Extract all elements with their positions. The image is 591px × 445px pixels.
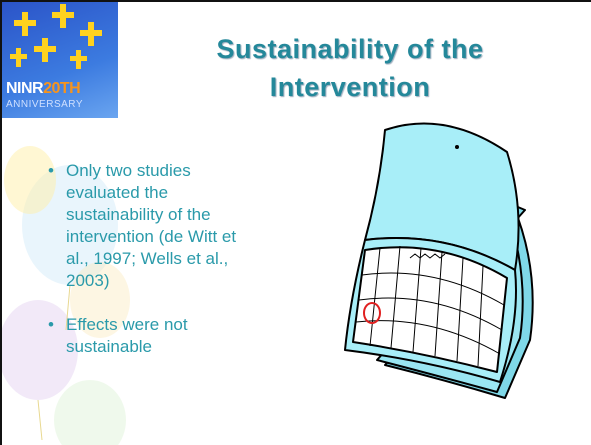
- logo-number: 20TH: [43, 80, 81, 97]
- bullet-list: Only two studies evaluated the sustainab…: [48, 160, 268, 380]
- bullet: Only two studies evaluated the sustainab…: [48, 160, 256, 292]
- logo-subtitle: ANNIVERSARY: [6, 99, 84, 110]
- slide-title: Sustainability of the Intervention: [150, 30, 550, 106]
- title-line: Intervention: [269, 72, 431, 102]
- logo-name: NINR20TH: [6, 80, 81, 98]
- calendar-clipart: [344, 122, 534, 399]
- logo-name-text: NINR: [6, 80, 44, 97]
- title-line: Sustainability of the: [216, 34, 484, 64]
- logo: NINR20TH ANNIVERSARY: [2, 2, 118, 118]
- logo-crosses: [10, 4, 102, 69]
- frame: [0, 0, 591, 2]
- frame: [0, 0, 2, 445]
- bullet: Effects were not sustainable: [48, 314, 256, 358]
